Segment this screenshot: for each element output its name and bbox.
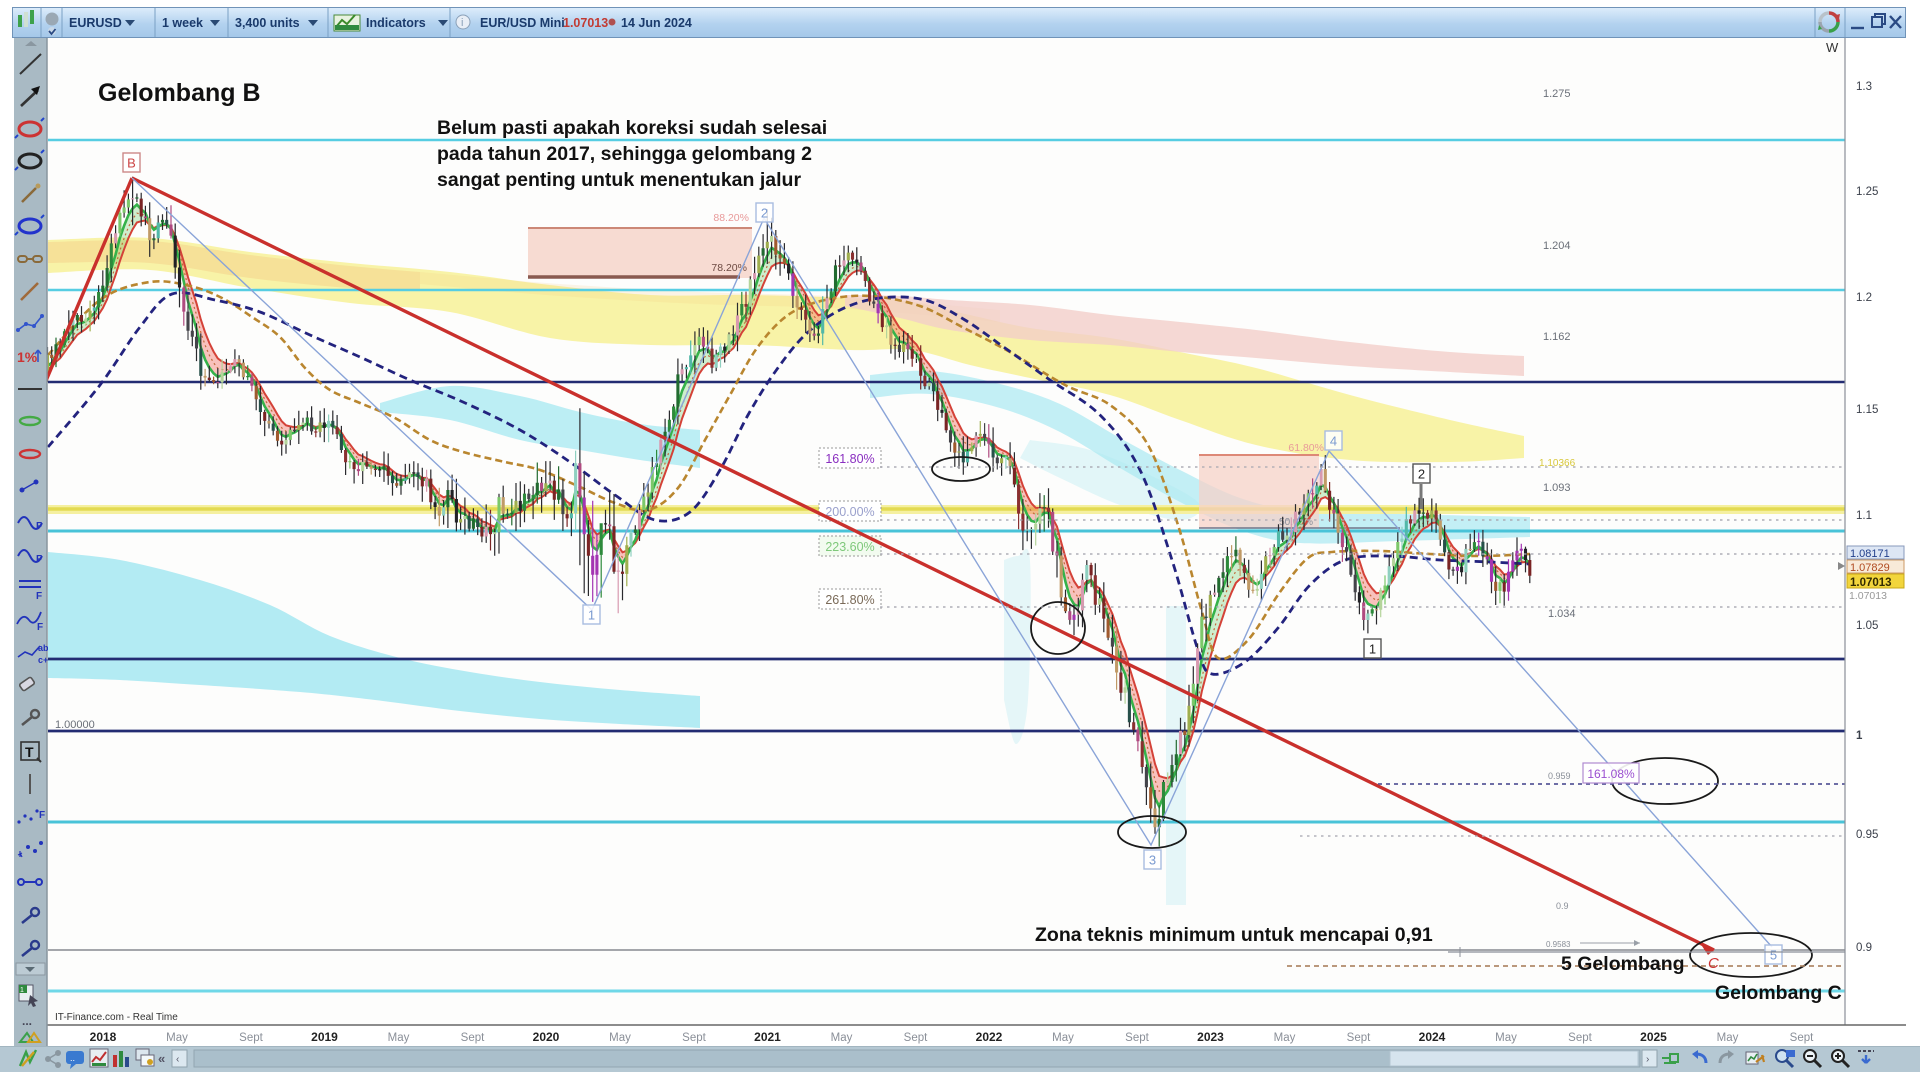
svg-text:2023: 2023: [1197, 1030, 1224, 1044]
svg-text:3: 3: [1149, 853, 1156, 868]
svg-text:Sept: Sept: [1790, 1032, 1814, 1044]
svg-text:..: ..: [70, 1053, 75, 1063]
svg-text:pada tahun 2017, sehingga gelo: pada tahun 2017, sehingga gelombang 2: [437, 143, 812, 165]
svg-text:1.08171: 1.08171: [1850, 548, 1890, 560]
svg-text:1: 1: [588, 608, 595, 623]
svg-text:2: 2: [1418, 467, 1425, 482]
svg-text:1%: 1%: [17, 349, 38, 365]
svg-text:0.95: 0.95: [1856, 829, 1878, 841]
svg-text:C: C: [1708, 955, 1719, 972]
svg-text:Sept: Sept: [1347, 1032, 1371, 1044]
svg-text:1.25: 1.25: [1856, 186, 1878, 198]
svg-text:sangat penting untuk menentuka: sangat penting untuk menentukan jalur: [437, 169, 801, 191]
svg-text:›: ›: [1646, 1054, 1649, 1065]
svg-text:F: F: [37, 622, 43, 633]
svg-text:Sept: Sept: [682, 1032, 706, 1044]
svg-text:88.20%: 88.20%: [713, 212, 749, 224]
svg-text:1.00000: 1.00000: [55, 719, 95, 731]
svg-text:EURUSD: EURUSD: [69, 16, 122, 30]
svg-text:F: F: [36, 591, 42, 602]
svg-text:2024: 2024: [1419, 1030, 1446, 1044]
svg-text:1.07013: 1.07013: [1850, 577, 1892, 589]
svg-text:1 week: 1 week: [162, 16, 203, 30]
svg-text:5: 5: [1770, 948, 1777, 963]
svg-text:1.07013: 1.07013: [1849, 590, 1887, 602]
svg-text:IT-Finance.com - Real Time: IT-Finance.com - Real Time: [55, 1012, 178, 1023]
svg-text:2021: 2021: [754, 1030, 781, 1044]
svg-text:1.05: 1.05: [1856, 620, 1878, 632]
svg-text:B: B: [127, 156, 136, 171]
svg-text:1: 1: [1369, 642, 1376, 657]
svg-text:W: W: [1826, 40, 1839, 55]
svg-text:Sept: Sept: [1125, 1032, 1149, 1044]
svg-text:May: May: [1495, 1032, 1517, 1044]
svg-text:Sept: Sept: [904, 1032, 928, 1044]
svg-text:1.204: 1.204: [1543, 240, 1571, 252]
svg-text:0.9583: 0.9583: [1546, 940, 1571, 949]
svg-text:May: May: [831, 1032, 853, 1044]
svg-text:T: T: [25, 744, 34, 760]
svg-text:1.15: 1.15: [1856, 404, 1878, 416]
svg-text:2: 2: [761, 206, 768, 221]
svg-text:ab: ab: [38, 643, 48, 653]
svg-text:...: ...: [22, 1014, 32, 1028]
svg-text:1.2: 1.2: [1856, 292, 1872, 304]
svg-text:1: 1: [20, 987, 24, 994]
svg-text:1.1: 1.1: [1856, 510, 1872, 522]
svg-text:1.093: 1.093: [1543, 482, 1571, 494]
svg-text:1: 1: [1856, 730, 1863, 742]
svg-text:i: i: [461, 17, 463, 29]
svg-text:78.20%: 78.20%: [711, 262, 747, 274]
svg-text:1.3: 1.3: [1856, 81, 1872, 93]
svg-text:Belum pasti apakah koreksi sud: Belum pasti apakah koreksi sudah selesai: [437, 117, 827, 139]
svg-text:1.162: 1.162: [1543, 331, 1571, 343]
svg-text:1.07013: 1.07013: [563, 16, 608, 30]
svg-text:161.80%: 161.80%: [825, 452, 874, 466]
svg-text:2019: 2019: [311, 1030, 338, 1044]
svg-text:May: May: [609, 1032, 631, 1044]
svg-text:0.959: 0.959: [1548, 771, 1571, 781]
svg-text:223.60%: 223.60%: [825, 540, 874, 554]
svg-text:Indicators: Indicators: [366, 16, 426, 30]
svg-text:Sept: Sept: [1568, 1032, 1592, 1044]
svg-text:3,400 units: 3,400 units: [235, 16, 300, 30]
svg-text:1.275: 1.275: [1543, 88, 1571, 100]
svg-text:61.80%: 61.80%: [1288, 442, 1324, 454]
svg-text:EUR/USD Mini: EUR/USD Mini: [480, 16, 565, 30]
svg-text:1.10366: 1.10366: [1539, 458, 1576, 469]
svg-text:14 Jun 2024: 14 Jun 2024: [621, 16, 692, 30]
svg-text:F: F: [39, 810, 45, 821]
svg-text:May: May: [1274, 1032, 1296, 1044]
svg-text:161.08%: 161.08%: [1587, 767, 1635, 781]
svg-text:1.07829: 1.07829: [1850, 562, 1890, 574]
svg-text:4: 4: [1330, 434, 1337, 449]
svg-text:May: May: [1052, 1032, 1074, 1044]
svg-text:«: «: [158, 1051, 165, 1066]
svg-text:Sept: Sept: [239, 1032, 263, 1044]
svg-text:1.034: 1.034: [1548, 608, 1576, 620]
svg-text:May: May: [166, 1032, 188, 1044]
svg-text:F: F: [36, 521, 42, 532]
svg-text:c+: c+: [38, 655, 48, 665]
svg-text:2025: 2025: [1640, 1030, 1667, 1044]
svg-text:Zona teknis minimum untuk menc: Zona teknis minimum untuk mencapai 0,91: [1035, 924, 1433, 946]
svg-text:2018: 2018: [90, 1030, 117, 1044]
svg-text:May: May: [388, 1032, 410, 1044]
svg-text:0.9: 0.9: [1556, 901, 1569, 911]
svg-text:261.80%: 261.80%: [825, 593, 874, 607]
svg-text:2022: 2022: [976, 1030, 1003, 1044]
svg-text:2020: 2020: [533, 1030, 560, 1044]
svg-text:200.00%: 200.00%: [825, 505, 874, 519]
svg-text:F: F: [36, 554, 42, 565]
svg-text:Gelombang C: Gelombang C: [1715, 982, 1842, 1004]
svg-text:Gelombang B: Gelombang B: [98, 79, 261, 107]
svg-text:Sept: Sept: [461, 1032, 485, 1044]
svg-text:0.9: 0.9: [1856, 942, 1872, 954]
svg-text:May: May: [1717, 1032, 1739, 1044]
svg-text:5 Gelombang: 5 Gelombang: [1561, 953, 1685, 975]
svg-text:‹: ‹: [176, 1054, 179, 1065]
